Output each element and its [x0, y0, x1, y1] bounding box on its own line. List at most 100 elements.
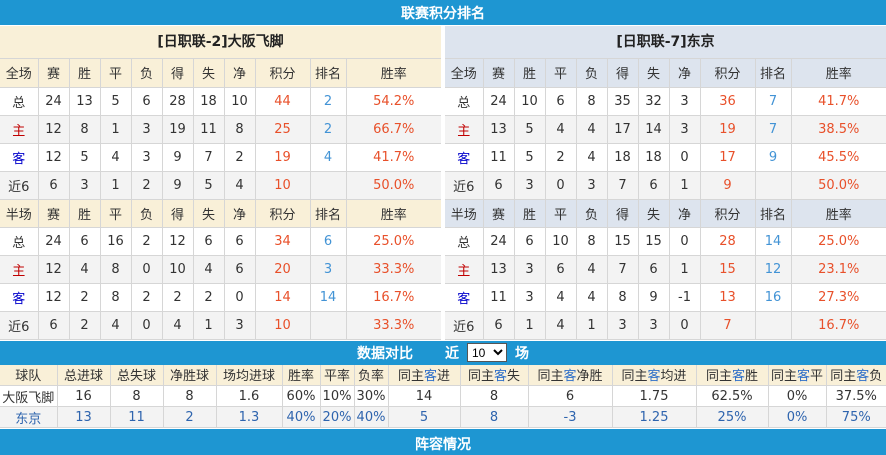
stat-row: 近6 6 3 1 2 9 5 4 10 50.0% — [0, 171, 441, 200]
header-highlight: 客 — [856, 369, 870, 385]
section-label: 半场 — [445, 199, 484, 228]
stat-value: 9 — [162, 171, 194, 200]
col-header: 赛 — [483, 199, 515, 228]
points-value: 20 — [255, 255, 311, 284]
comparison-value: 40% — [282, 406, 321, 428]
col-header: 得 — [607, 59, 639, 88]
header-text: 胜 — [745, 369, 759, 385]
stat-value: 3 — [131, 115, 163, 144]
stat-row: 客 11 3 4 4 8 9 -1 13 16 27.3% — [445, 283, 886, 312]
points-value: 25 — [255, 115, 311, 144]
stat-row: 近6 6 3 0 3 7 6 1 9 50.0% — [445, 171, 886, 200]
header-text: 总失球 — [116, 369, 156, 385]
comparison-value: 8 — [110, 385, 164, 407]
rank-value: 12 — [755, 255, 792, 284]
points-value: 44 — [255, 87, 311, 116]
col-header: 得 — [162, 59, 194, 88]
league-ranking-bar: 联赛积分排名 — [0, 0, 886, 25]
row-label: 总 — [445, 87, 484, 116]
comparison-col-header: 负率 — [354, 364, 389, 386]
col-header: 排名 — [755, 59, 792, 88]
col-header: 积分 — [700, 199, 756, 228]
col-header: 赛 — [483, 59, 515, 88]
rank-value: 2 — [310, 87, 347, 116]
stat-value: 11 — [193, 115, 225, 144]
stat-value: 8 — [576, 87, 608, 116]
comparison-value: 75% — [826, 406, 886, 428]
stat-header-row: 半场赛胜平负得失净积分 排名 胜率 — [0, 199, 441, 228]
stat-value: 24 — [38, 227, 70, 256]
points-value: 17 — [700, 143, 756, 172]
comparison-value: 40% — [354, 406, 389, 428]
rank-value: 14 — [310, 283, 347, 312]
winrate-value: 25.0% — [791, 227, 886, 256]
stat-value: 3 — [514, 171, 546, 200]
comparison-col-header: 同主客负 — [826, 364, 886, 386]
comparison-col-header: 场均进球 — [216, 364, 283, 386]
stat-value: 11 — [483, 283, 515, 312]
row-label: 主 — [0, 255, 39, 284]
stat-value: 15 — [607, 227, 639, 256]
col-header: 负 — [576, 199, 608, 228]
comparison-value: 14 — [388, 385, 461, 407]
comparison-col-header: 同主客净胜 — [528, 364, 613, 386]
stat-header-row: 全场赛胜平负得失净积分 排名 胜率 — [0, 59, 441, 88]
header-highlight: 客 — [647, 369, 661, 385]
col-header: 胜 — [514, 59, 546, 88]
header-highlight: 客 — [796, 369, 810, 385]
comparison-value: 25% — [696, 406, 769, 428]
comparison-value: 8 — [460, 406, 529, 428]
stat-value: 8 — [100, 283, 132, 312]
winrate-value: 38.5% — [791, 115, 886, 144]
col-header: 得 — [162, 199, 194, 228]
stat-row: 主 13 5 4 4 17 14 3 19 7 38.5% — [445, 115, 886, 144]
comparison-value: 37.5% — [826, 385, 886, 407]
col-header: 平 — [545, 59, 577, 88]
col-header: 排名 — [310, 199, 347, 228]
header-text: 场均进球 — [222, 369, 275, 385]
stat-row: 总 24 13 5 6 28 18 10 44 2 54.2% — [0, 87, 441, 116]
stat-row: 总 24 6 10 8 15 15 0 28 14 25.0% — [445, 227, 886, 256]
col-header: 负 — [131, 59, 163, 88]
stat-value: 8 — [224, 115, 256, 144]
stat-value: 1 — [669, 171, 701, 200]
stat-value: 6 — [69, 227, 101, 256]
match-count-select[interactable]: 10 — [467, 343, 507, 362]
header-text: 球队 — [15, 369, 42, 385]
stat-value: 6 — [483, 171, 515, 200]
points-value: 13 — [700, 283, 756, 312]
comparison-value: 60% — [282, 385, 321, 407]
col-header: 负 — [576, 59, 608, 88]
stat-value: 4 — [193, 255, 225, 284]
matches-unit-label: 场 — [515, 345, 529, 362]
comparison-value: 0% — [768, 385, 827, 407]
comparison-col-header: 同主客均进 — [612, 364, 697, 386]
rank-value — [755, 311, 792, 340]
stat-value: 24 — [38, 87, 70, 116]
stat-value: 2 — [69, 283, 101, 312]
stat-value: 24 — [483, 227, 515, 256]
winrate-value: 66.7% — [346, 115, 441, 144]
rank-value — [755, 171, 792, 200]
header-text: 平 — [810, 369, 824, 385]
row-label: 近6 — [445, 171, 484, 200]
comparison-value: 5 — [388, 406, 461, 428]
stat-value: 4 — [576, 255, 608, 284]
comparison-value: 30% — [354, 385, 389, 407]
stat-value: 17 — [607, 115, 639, 144]
col-header: 赛 — [38, 199, 70, 228]
stat-value: 3 — [576, 171, 608, 200]
col-header: 胜率 — [346, 199, 441, 228]
stat-value: 4 — [69, 255, 101, 284]
stat-value: 6 — [638, 171, 670, 200]
winrate-value: 50.0% — [791, 171, 886, 200]
comparison-col-header: 球队 — [0, 364, 58, 386]
stat-value: 12 — [162, 227, 194, 256]
col-header: 积分 — [255, 59, 311, 88]
stat-value: 3 — [669, 115, 701, 144]
stat-value: 2 — [193, 283, 225, 312]
comparison-col-header: 同主客胜 — [696, 364, 769, 386]
stat-value: 3 — [669, 87, 701, 116]
stat-value: 4 — [100, 311, 132, 340]
